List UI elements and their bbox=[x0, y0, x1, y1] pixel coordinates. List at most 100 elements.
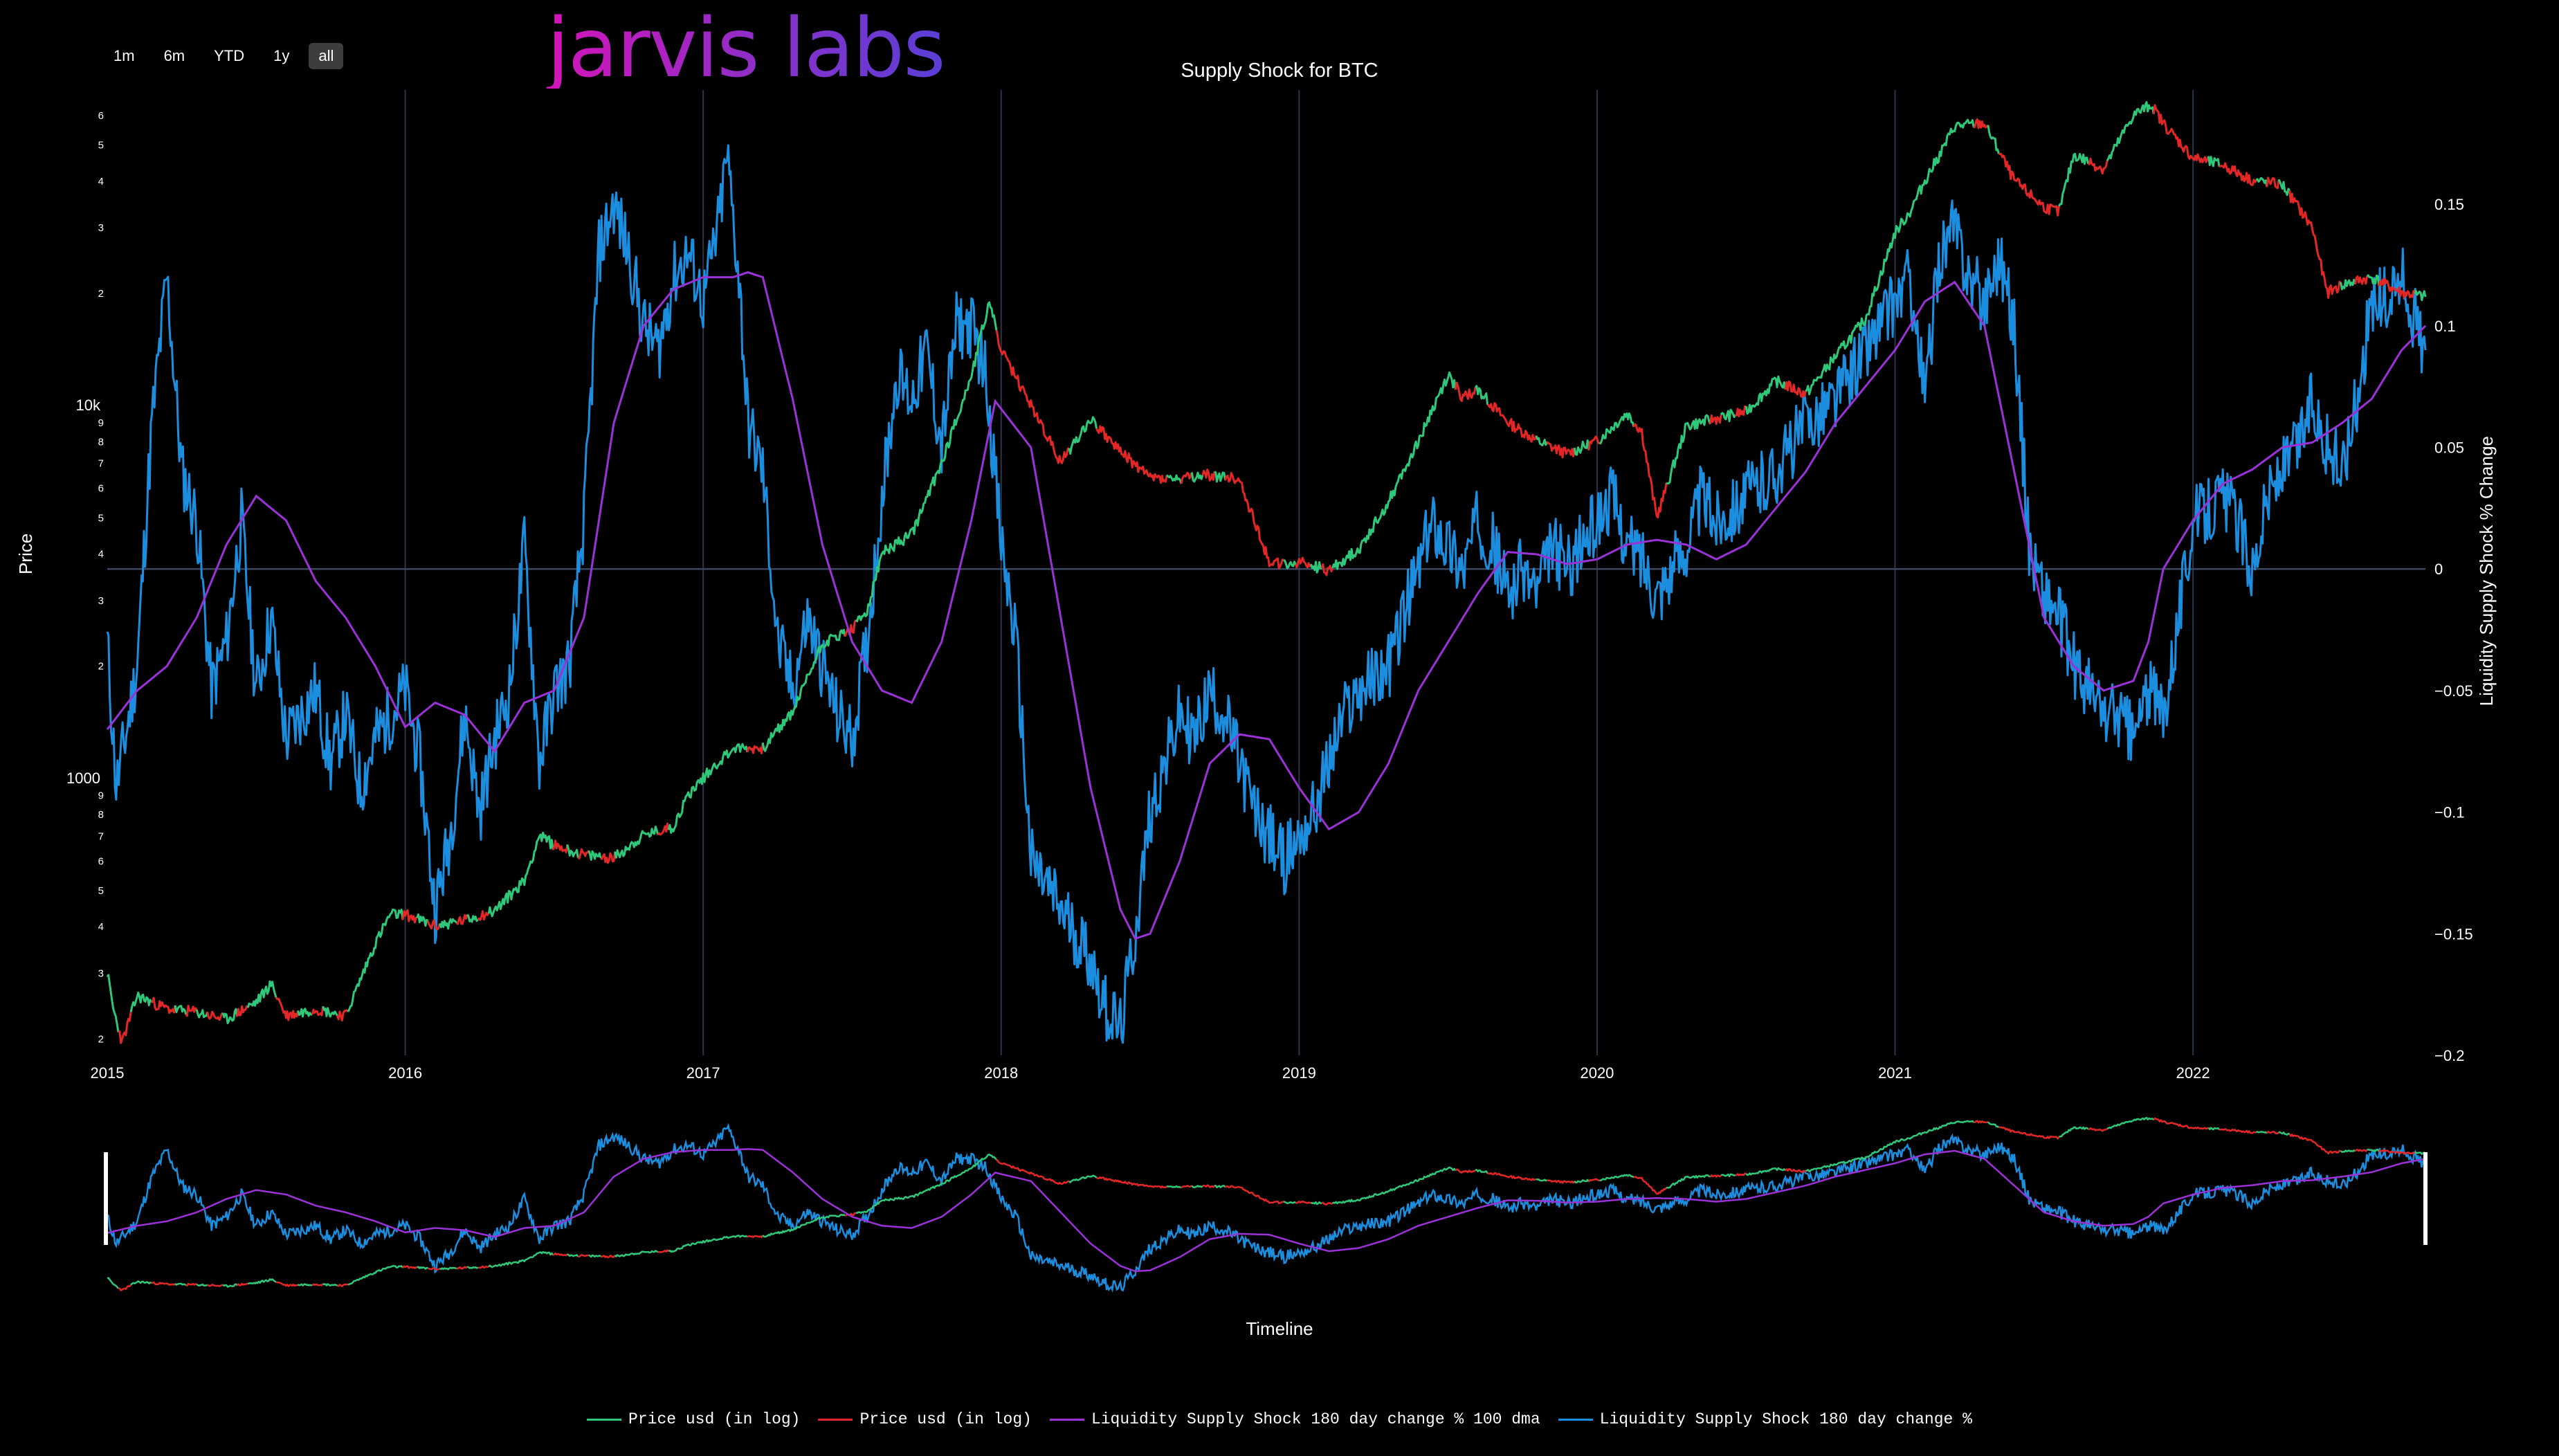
series-line-price-green bbox=[466, 913, 479, 923]
nav-line-price-green bbox=[488, 1250, 554, 1268]
nav-line-price-red bbox=[600, 1255, 616, 1259]
nav-line-price-green bbox=[1745, 1167, 1787, 1176]
series-line-price-red bbox=[1201, 468, 1216, 482]
series-line-price-red bbox=[746, 743, 764, 754]
nav-line-price-green bbox=[196, 1283, 208, 1287]
nav-line-price-red bbox=[1633, 1176, 1667, 1195]
series-line-price-red bbox=[151, 997, 176, 1014]
nav-line-price-green bbox=[466, 1266, 478, 1269]
series-line-price-red bbox=[1095, 425, 1168, 484]
legend-item-supply-shock[interactable]: Liquidity Supply Shock 180 day change % bbox=[1558, 1410, 1972, 1428]
nav-line-price-green bbox=[1166, 1185, 1182, 1189]
series-line-price-red bbox=[2353, 275, 2369, 285]
series-line-price-red bbox=[1180, 472, 1193, 484]
series-line-price-green bbox=[1666, 414, 1711, 485]
nav-line-price-green bbox=[2207, 1127, 2220, 1131]
nav-line-price-red bbox=[1709, 1174, 1722, 1178]
x-tick-label: 2022 bbox=[2176, 1064, 2210, 1082]
y-left-tick-label: 6 bbox=[98, 110, 104, 122]
nav-line-price-red bbox=[996, 1158, 1070, 1185]
range-slider-right-handle[interactable] bbox=[2423, 1152, 2428, 1245]
nav-line-price-red bbox=[477, 1265, 489, 1269]
nav-line-price-red bbox=[427, 1266, 441, 1271]
legend-item-price-green[interactable]: Price usd (in log) bbox=[587, 1410, 800, 1428]
nav-line-price-red bbox=[151, 1281, 176, 1286]
series-line-price-red bbox=[275, 997, 300, 1021]
series-line-price-red bbox=[1486, 402, 1538, 443]
series-line-price-green bbox=[2340, 278, 2356, 291]
nav-line-price-red bbox=[2354, 1149, 2368, 1152]
y-left-tick-label: 9 bbox=[98, 790, 104, 802]
range-6m-button[interactable]: 6m bbox=[154, 43, 195, 69]
series-line-price-green bbox=[174, 1005, 188, 1015]
nav-line-price-green bbox=[1536, 1178, 1548, 1182]
series-line-price-green bbox=[1331, 371, 1457, 570]
range-ytd-button[interactable]: YTD bbox=[204, 43, 254, 69]
range-all-button[interactable]: all bbox=[309, 43, 344, 69]
range-1m-button[interactable]: 1m bbox=[104, 43, 145, 69]
series-line-price-green bbox=[2058, 152, 2090, 207]
legend-item-price-red[interactable]: Price usd (in log) bbox=[818, 1410, 1032, 1428]
legend-label: Price usd (in log) bbox=[628, 1410, 801, 1428]
chart-title: Supply Shock for BTC bbox=[1181, 60, 1378, 82]
x-tick-label: 2015 bbox=[91, 1064, 125, 1082]
axis-labels-layer: 2015 2016 2017 2018 2019 2020 2021 2022 2 3 4 5 6 7 8 9… bbox=[66, 110, 2473, 1082]
series-line-price-red bbox=[600, 851, 617, 864]
series-line-price-red bbox=[1587, 435, 1601, 451]
series-line-price-green bbox=[2255, 176, 2268, 188]
series-line-price-red bbox=[1973, 118, 1989, 129]
nav-line-price-green bbox=[174, 1282, 187, 1286]
nav-line-price-green bbox=[247, 1278, 277, 1285]
series-line-price-red bbox=[2219, 162, 2257, 186]
nav-line-price-green bbox=[439, 1266, 457, 1271]
legend-label: Liquidity Supply Shock 180 day change % bbox=[1599, 1410, 1972, 1428]
series-line-price-green bbox=[246, 980, 277, 1008]
y-left-tick-label: 7 bbox=[98, 458, 104, 470]
y-left-tick-label: 2 bbox=[98, 1033, 104, 1045]
y-left-tick-label: 2 bbox=[98, 288, 104, 300]
series-line-price-red bbox=[401, 909, 417, 924]
y-right-tick-label: 0.1 bbox=[2434, 318, 2456, 335]
series-line-price-red bbox=[311, 1006, 325, 1017]
y-left-tick-label: 4 bbox=[98, 549, 104, 561]
nav-line-price-green bbox=[107, 1277, 119, 1289]
nav-line-price-green bbox=[1310, 1201, 1322, 1205]
nav-line-price-red bbox=[236, 1282, 248, 1286]
legend-swatch-purple bbox=[1049, 1418, 1084, 1421]
series-line-price-red bbox=[185, 1004, 198, 1017]
legend: Price usd (in log) Price usd (in log) Li… bbox=[0, 1410, 2559, 1428]
series-line-price-green bbox=[667, 743, 749, 834]
y-left-tick-label: 4 bbox=[98, 921, 104, 933]
legend-item-supply-shock-dma[interactable]: Liquidity Supply Shock 180 day change % … bbox=[1049, 1410, 1540, 1428]
y-left-tick-label: 9 bbox=[98, 417, 104, 429]
series-line-price-green bbox=[2106, 101, 2155, 162]
nav-line-price-green bbox=[322, 1282, 338, 1286]
range-slider-left-handle[interactable] bbox=[104, 1152, 108, 1245]
x-tick-label: 2021 bbox=[1878, 1064, 1912, 1082]
series-line-price-green bbox=[761, 628, 846, 752]
nav-line-supply-shock-dma bbox=[107, 1148, 2426, 1273]
nav-line-price-red bbox=[1785, 1168, 1807, 1173]
series-line-price-red bbox=[1294, 556, 1312, 569]
y-right-tick-label: −0.1 bbox=[2434, 804, 2464, 821]
nav-line-price-red bbox=[402, 1265, 417, 1269]
nav-line-price-green bbox=[1475, 1169, 1488, 1174]
y-right-tick-label: −0.2 bbox=[2434, 1047, 2464, 1064]
series-line-price-green bbox=[1068, 416, 1098, 455]
series-line-price-green bbox=[106, 974, 120, 1032]
nav-line-price-red bbox=[1487, 1172, 1537, 1181]
nav-line-price-green bbox=[588, 1254, 601, 1258]
legend-label: Liquidity Supply Shock 180 day change % … bbox=[1091, 1410, 1540, 1428]
nav-line-price-red bbox=[578, 1254, 590, 1258]
series-line-price-red bbox=[1784, 380, 1807, 399]
range-1y-button[interactable]: 1y bbox=[264, 43, 299, 69]
nav-line-price-red bbox=[2378, 1149, 2415, 1155]
series-line-price-green bbox=[129, 991, 153, 1012]
series-line-price-red bbox=[426, 919, 441, 931]
y-left-tick-label: 5 bbox=[98, 885, 104, 897]
series-line-price-red bbox=[577, 848, 590, 859]
series-line-price-green bbox=[1190, 471, 1204, 483]
nav-line-price-red bbox=[336, 1283, 349, 1288]
series-line-price-red bbox=[844, 619, 857, 637]
